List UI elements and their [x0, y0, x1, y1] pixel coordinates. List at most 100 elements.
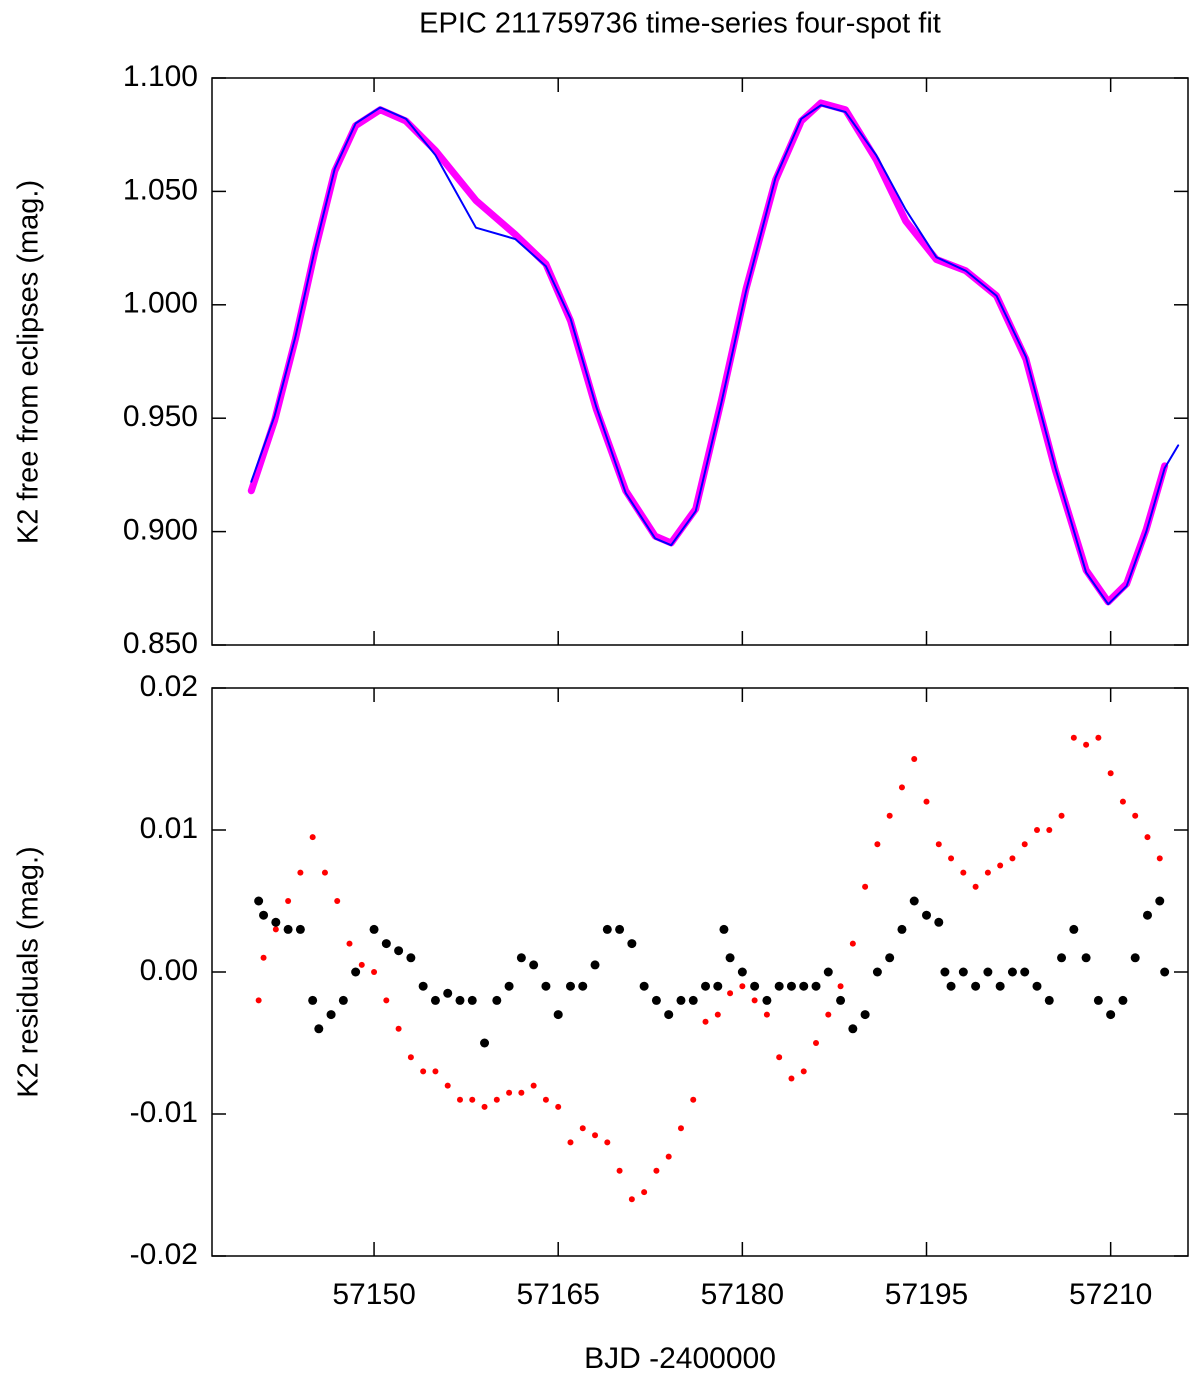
data-point — [727, 990, 734, 997]
data-point — [935, 841, 942, 848]
data-point — [702, 1018, 709, 1025]
data-point — [725, 953, 735, 963]
data-point — [1007, 967, 1017, 977]
data-point — [719, 924, 729, 934]
data-point — [799, 981, 809, 991]
data-point — [971, 981, 981, 991]
y-tick-label: -0.02 — [130, 1238, 198, 1271]
data-point — [837, 983, 844, 990]
data-point — [553, 1010, 563, 1020]
data-point — [592, 1132, 599, 1139]
data-point — [739, 983, 746, 990]
data-point — [984, 869, 991, 876]
y-tick-label: 0.950 — [123, 400, 198, 433]
data-point — [836, 995, 846, 1005]
data-point — [1156, 855, 1163, 862]
data-point — [493, 1096, 500, 1103]
data-point — [983, 967, 993, 977]
data-point — [1155, 896, 1165, 906]
data-point — [418, 981, 428, 991]
data-point — [371, 969, 378, 975]
data-point — [518, 1089, 525, 1096]
data-point — [786, 981, 796, 991]
data-point — [481, 1103, 488, 1110]
data-point — [602, 924, 612, 934]
data-point — [420, 1068, 427, 1075]
y-tick-label: 0.02 — [140, 670, 198, 703]
data-point — [995, 981, 1005, 991]
data-point — [1130, 953, 1140, 963]
data-point — [860, 1010, 870, 1020]
data-point — [1070, 734, 1077, 741]
data-point — [455, 995, 465, 1005]
data-point — [529, 960, 539, 970]
data-point — [309, 834, 316, 841]
data-point — [295, 924, 305, 934]
y-tick-label: 0.00 — [140, 954, 198, 987]
data-point — [898, 784, 905, 791]
data-point — [272, 926, 279, 933]
data-point — [326, 1010, 336, 1020]
data-point — [848, 1024, 858, 1034]
data-point — [653, 1167, 660, 1174]
data-point — [444, 1082, 451, 1089]
data-point — [443, 988, 453, 998]
data-point — [565, 981, 575, 991]
data-point — [641, 1189, 648, 1196]
data-point — [1119, 798, 1126, 805]
data-point — [763, 1011, 770, 1018]
data-point — [395, 1025, 402, 1032]
data-point — [1044, 995, 1054, 1005]
data-point — [616, 1167, 623, 1174]
data-point — [713, 981, 723, 991]
data-point — [615, 924, 625, 934]
data-point — [1081, 953, 1091, 963]
y-tick-label: -0.01 — [130, 1096, 198, 1129]
data-point — [813, 1040, 820, 1046]
x-axis-label: BJD -2400000 — [584, 1342, 776, 1375]
plot-frame — [211, 77, 1189, 646]
data-point — [960, 869, 967, 876]
y-tick-label: 0.850 — [123, 627, 198, 660]
data-point — [260, 954, 267, 961]
data-point — [394, 946, 404, 956]
data-point — [628, 1196, 635, 1203]
x-tick-label: 57180 — [701, 1278, 784, 1311]
data-point — [285, 898, 292, 904]
data-point — [922, 910, 932, 920]
data-point — [1132, 812, 1139, 819]
data-point — [714, 1011, 721, 1018]
data-point — [1118, 995, 1128, 1005]
data-point — [923, 798, 930, 805]
data-point — [627, 939, 637, 949]
data-point — [297, 869, 304, 876]
data-point — [346, 940, 353, 947]
data-point — [283, 924, 293, 934]
chart-title: EPIC 211759736 time-series four-spot fit — [419, 8, 941, 40]
data-point — [480, 1038, 490, 1048]
data-point — [381, 939, 391, 949]
data-point — [1106, 1010, 1116, 1020]
data-point — [751, 997, 758, 1004]
data-point — [1020, 967, 1030, 977]
data-point — [255, 997, 262, 1004]
data-point — [997, 862, 1004, 869]
data-point — [948, 855, 955, 862]
data-point — [516, 953, 526, 963]
data-point — [862, 883, 869, 890]
data-point — [351, 967, 361, 977]
data-point — [338, 995, 348, 1005]
data-point — [1083, 741, 1090, 748]
data-point — [946, 981, 956, 991]
data-point — [492, 995, 502, 1005]
data-point — [254, 896, 264, 906]
data-point — [456, 1096, 463, 1103]
data-point — [590, 960, 600, 970]
data-point — [825, 1011, 832, 1018]
data-point — [762, 995, 772, 1005]
data-point — [334, 898, 341, 904]
data-point — [651, 995, 661, 1005]
x-tick-label: 57150 — [332, 1278, 415, 1311]
y-tick-label: 0.01 — [140, 812, 198, 845]
data-point — [1142, 910, 1152, 920]
